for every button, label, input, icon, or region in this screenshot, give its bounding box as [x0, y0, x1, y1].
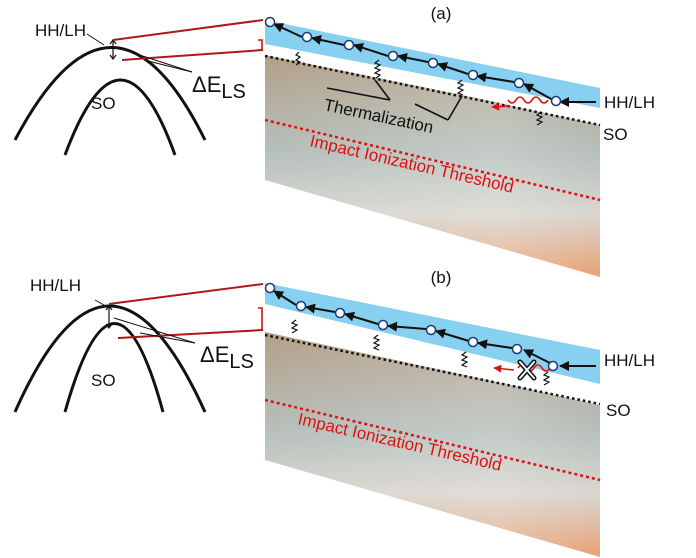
- blocked-cross-icon: [517, 359, 537, 381]
- phonon-emissions: [290, 319, 551, 386]
- hole-marker: [425, 324, 437, 336]
- hole-marker: [387, 50, 399, 62]
- delta-els-label: ΔELS: [192, 72, 246, 103]
- so-label-right: SO: [606, 401, 631, 420]
- split-bracket: [258, 39, 263, 51]
- delta-els-label: ΔELS: [200, 342, 254, 373]
- connector-top: [112, 19, 264, 41]
- hh-lh-band-curve: [13, 304, 207, 413]
- hole-marker: [301, 31, 313, 43]
- hole-marker: [377, 319, 389, 331]
- connector-bottom: [117, 329, 264, 339]
- panel-label: (a): [431, 4, 452, 23]
- so-dotted-line: [264, 333, 601, 406]
- hole-marker: [467, 69, 479, 81]
- hh-lh-band-curve: [13, 46, 207, 141]
- connector-bottom: [121, 49, 264, 61]
- so-band-curve: [63, 322, 165, 413]
- hh-lh-label-left: HH/LH: [30, 276, 81, 295]
- hole-marker: [547, 360, 559, 372]
- impact-wave: [507, 96, 549, 104]
- hole-marker: [550, 95, 562, 107]
- hole-marker: [264, 16, 276, 28]
- therm-leader: [374, 79, 391, 101]
- so-label-right: SO: [603, 125, 628, 144]
- hole-marker: [264, 282, 276, 294]
- so-band-curve: [63, 78, 177, 156]
- so-dotted-line: [264, 54, 601, 127]
- hole-path: [264, 282, 596, 372]
- panel-label: (b): [431, 268, 452, 287]
- hh-lh-label-left: HH/LH: [35, 21, 86, 40]
- panel-b: (b) HH/LH SO ΔELS HH/LH SO Impact Ioniza…: [13, 268, 655, 557]
- hole-marker: [467, 336, 479, 348]
- split-bracket: [258, 307, 263, 331]
- hh-lh-label-right: HH/LH: [604, 351, 655, 370]
- hh-lh-label-right: HH/LH: [604, 93, 655, 112]
- so-label-left: SO: [91, 371, 116, 390]
- so-label-left: SO: [91, 94, 116, 113]
- panel-a: (a) HH/LH SO ΔELS HH/LH SO Thermalizatio…: [13, 4, 655, 277]
- connector-top: [108, 283, 264, 305]
- hole-marker: [511, 343, 523, 355]
- hole-marker: [427, 57, 439, 69]
- hole-marker: [513, 77, 525, 89]
- phonon-emissions: [294, 51, 544, 126]
- hole-marker: [295, 300, 307, 312]
- hole-marker: [334, 307, 346, 319]
- hole-marker: [343, 39, 355, 51]
- hole-path: [264, 16, 596, 107]
